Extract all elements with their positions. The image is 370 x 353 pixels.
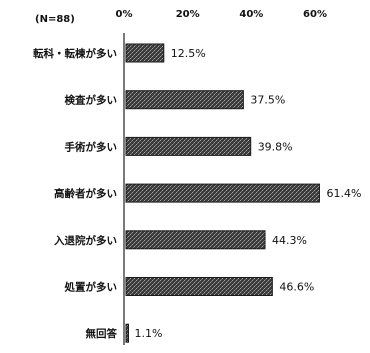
x-tick-label: 0% <box>116 9 133 20</box>
category-label: 入退院が多い <box>54 234 117 247</box>
bar <box>125 323 129 343</box>
category-label: 検査が多い <box>65 94 118 107</box>
bar <box>125 136 252 156</box>
value-label: 39.8% <box>258 140 293 153</box>
x-tick-label: 40% <box>239 9 263 20</box>
category-label: 転科・転棟が多い <box>33 47 117 60</box>
category-label: 手術が多い <box>65 140 118 153</box>
x-tick-label: 60% <box>303 9 327 20</box>
bar <box>125 183 320 203</box>
x-tick-label: 20% <box>176 9 200 20</box>
value-label: 46.6% <box>279 281 314 294</box>
sample-size-note: (N=88) <box>35 14 75 25</box>
value-label: 37.5% <box>250 94 285 107</box>
category-label: 高齢者が多い <box>54 187 117 200</box>
value-label: 12.5% <box>171 47 206 60</box>
value-label: 1.1% <box>135 327 163 340</box>
bar <box>125 277 273 296</box>
value-label: 44.3% <box>272 234 307 247</box>
category-label: 処置が多い <box>64 281 118 294</box>
value-label: 61.4% <box>326 187 361 200</box>
category-label: 無回答 <box>86 327 118 340</box>
bar <box>125 230 266 250</box>
bar <box>125 43 165 63</box>
bar <box>125 90 244 110</box>
